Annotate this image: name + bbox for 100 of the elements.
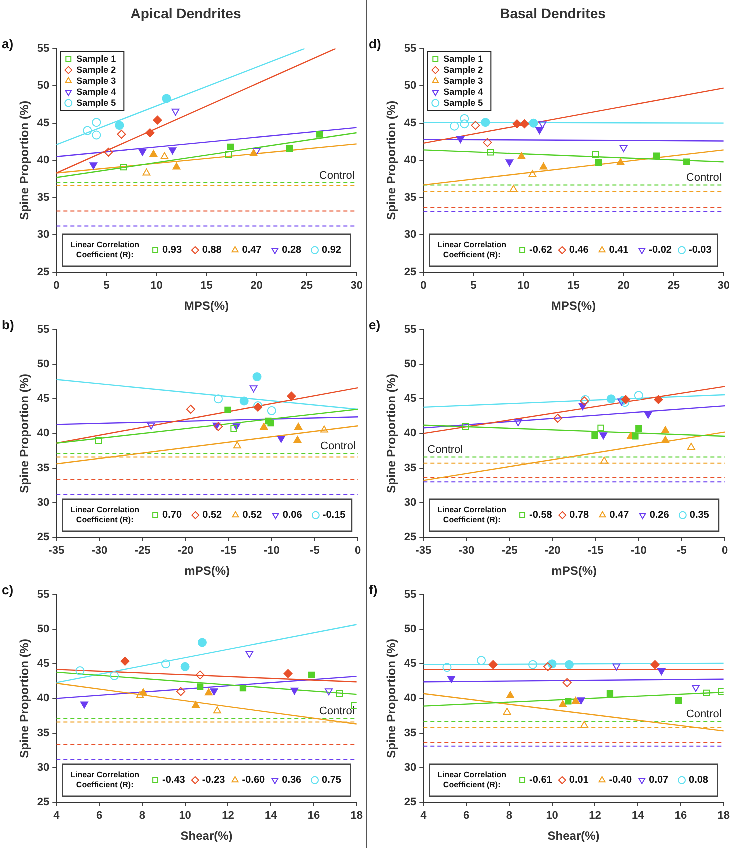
y-tick-label: 50: [404, 80, 417, 92]
legend-label: 0.52: [242, 510, 263, 522]
point: [150, 150, 158, 158]
x-tick-label: -35: [48, 545, 65, 558]
y-tick-label: 25: [404, 796, 417, 808]
x-tick-label: 0: [420, 280, 427, 292]
y-axis-title: Spine Proportion (%): [18, 639, 32, 758]
point: [512, 120, 522, 129]
point: [325, 688, 333, 696]
x-axis-title: Shear(%): [180, 829, 233, 844]
x-tick-label: -35: [416, 545, 432, 558]
x-axis-title: MPS(%): [551, 299, 596, 314]
legend-label: 0.88: [202, 245, 222, 256]
point: [250, 149, 258, 156]
point: [316, 131, 324, 138]
y-tick-label: 25: [404, 531, 417, 544]
point: [510, 185, 518, 192]
point: [636, 426, 642, 432]
point: [240, 396, 249, 406]
x-tick-label: 10: [518, 280, 530, 292]
legend-title: Linear Correlation Coefficient (R):: [70, 240, 140, 260]
legend-label: -0.62: [530, 245, 553, 256]
x-tick-label: 15: [200, 280, 213, 292]
y-tick-label: 25: [404, 266, 417, 278]
point: [676, 697, 682, 704]
point: [230, 426, 238, 432]
point: [308, 672, 316, 679]
x-tick-label: 16: [674, 810, 688, 822]
text: e): [369, 318, 381, 333]
x-tick-label: -15: [220, 545, 237, 558]
point: [606, 690, 614, 698]
point: [600, 456, 608, 464]
point: [572, 696, 580, 704]
legend-label: 0.52: [202, 510, 223, 522]
point: [456, 136, 465, 144]
legend-title: Linear Correlation Coefficient (R):: [438, 770, 507, 790]
point: [120, 164, 128, 171]
point: [252, 372, 262, 382]
y-tick-label: 55: [404, 589, 417, 602]
x-tick-label: 8: [506, 810, 512, 822]
x-axis-title: MPS(%): [184, 299, 230, 314]
legend-label: 0.75: [322, 775, 342, 786]
y-tick-label: 40: [404, 428, 417, 440]
legend-label: 0.92: [322, 245, 342, 256]
point: [565, 698, 572, 705]
point: [146, 128, 155, 138]
point: [703, 690, 710, 696]
point: [616, 158, 625, 166]
x-tick-label: 30: [350, 280, 364, 292]
legend-label: 0.06: [282, 510, 303, 522]
x-tick-label: -15: [588, 545, 604, 558]
point: [529, 118, 538, 128]
point: [662, 436, 670, 444]
y-tick-label: 45: [37, 117, 50, 130]
y-axis-title: Spine Proportion (%): [384, 639, 399, 758]
text: f): [369, 582, 378, 598]
y-tick-label: 25: [37, 531, 50, 544]
point: [260, 422, 268, 430]
point: [138, 149, 147, 156]
y-tick-label: 30: [404, 229, 417, 242]
point: [83, 126, 92, 136]
chart-title: Basal Dendrites: [500, 5, 606, 22]
legend-label: 0.36: [282, 775, 302, 786]
y-tick-label: 30: [37, 229, 50, 242]
legend-label: Sample 2: [76, 64, 116, 75]
y-axis-title: Spine Proportion (%): [384, 100, 399, 220]
legend-label: 0.47: [610, 510, 630, 522]
point: [598, 424, 604, 432]
legend-label: 0.93: [162, 245, 182, 256]
point: [172, 162, 181, 170]
ref-line-label: Control: [320, 440, 356, 453]
point: [577, 698, 586, 705]
legend-label: Sample 5: [444, 98, 484, 108]
point: [214, 706, 222, 714]
point: [632, 433, 639, 440]
x-tick-label: 10: [546, 810, 558, 822]
ref-line-label: Control: [428, 444, 464, 456]
y-tick-label: 40: [404, 692, 417, 705]
point: [580, 721, 588, 728]
x-tick-label: 8: [139, 810, 146, 822]
y-tick-label: 40: [37, 692, 50, 705]
text: a): [2, 36, 14, 52]
legend-label: -0.02: [649, 245, 672, 256]
legend-label: 0.08: [689, 775, 709, 786]
point: [612, 664, 621, 671]
point: [488, 660, 498, 670]
point: [76, 666, 85, 676]
legend-label: -0.23: [202, 775, 226, 786]
x-tick-label: 6: [463, 810, 470, 822]
legend-label: Sample 2: [444, 64, 484, 75]
legend-label: -0.58: [530, 510, 553, 522]
x-tick-label: 5: [470, 280, 477, 292]
x-tick-label: 10: [150, 280, 163, 292]
point: [471, 121, 480, 130]
legend-label: -0.43: [162, 775, 186, 786]
point: [120, 656, 130, 666]
point: [514, 419, 522, 426]
x-tick-label: 18: [350, 810, 364, 822]
y-tick-label: 55: [404, 324, 417, 336]
point: [528, 170, 537, 178]
